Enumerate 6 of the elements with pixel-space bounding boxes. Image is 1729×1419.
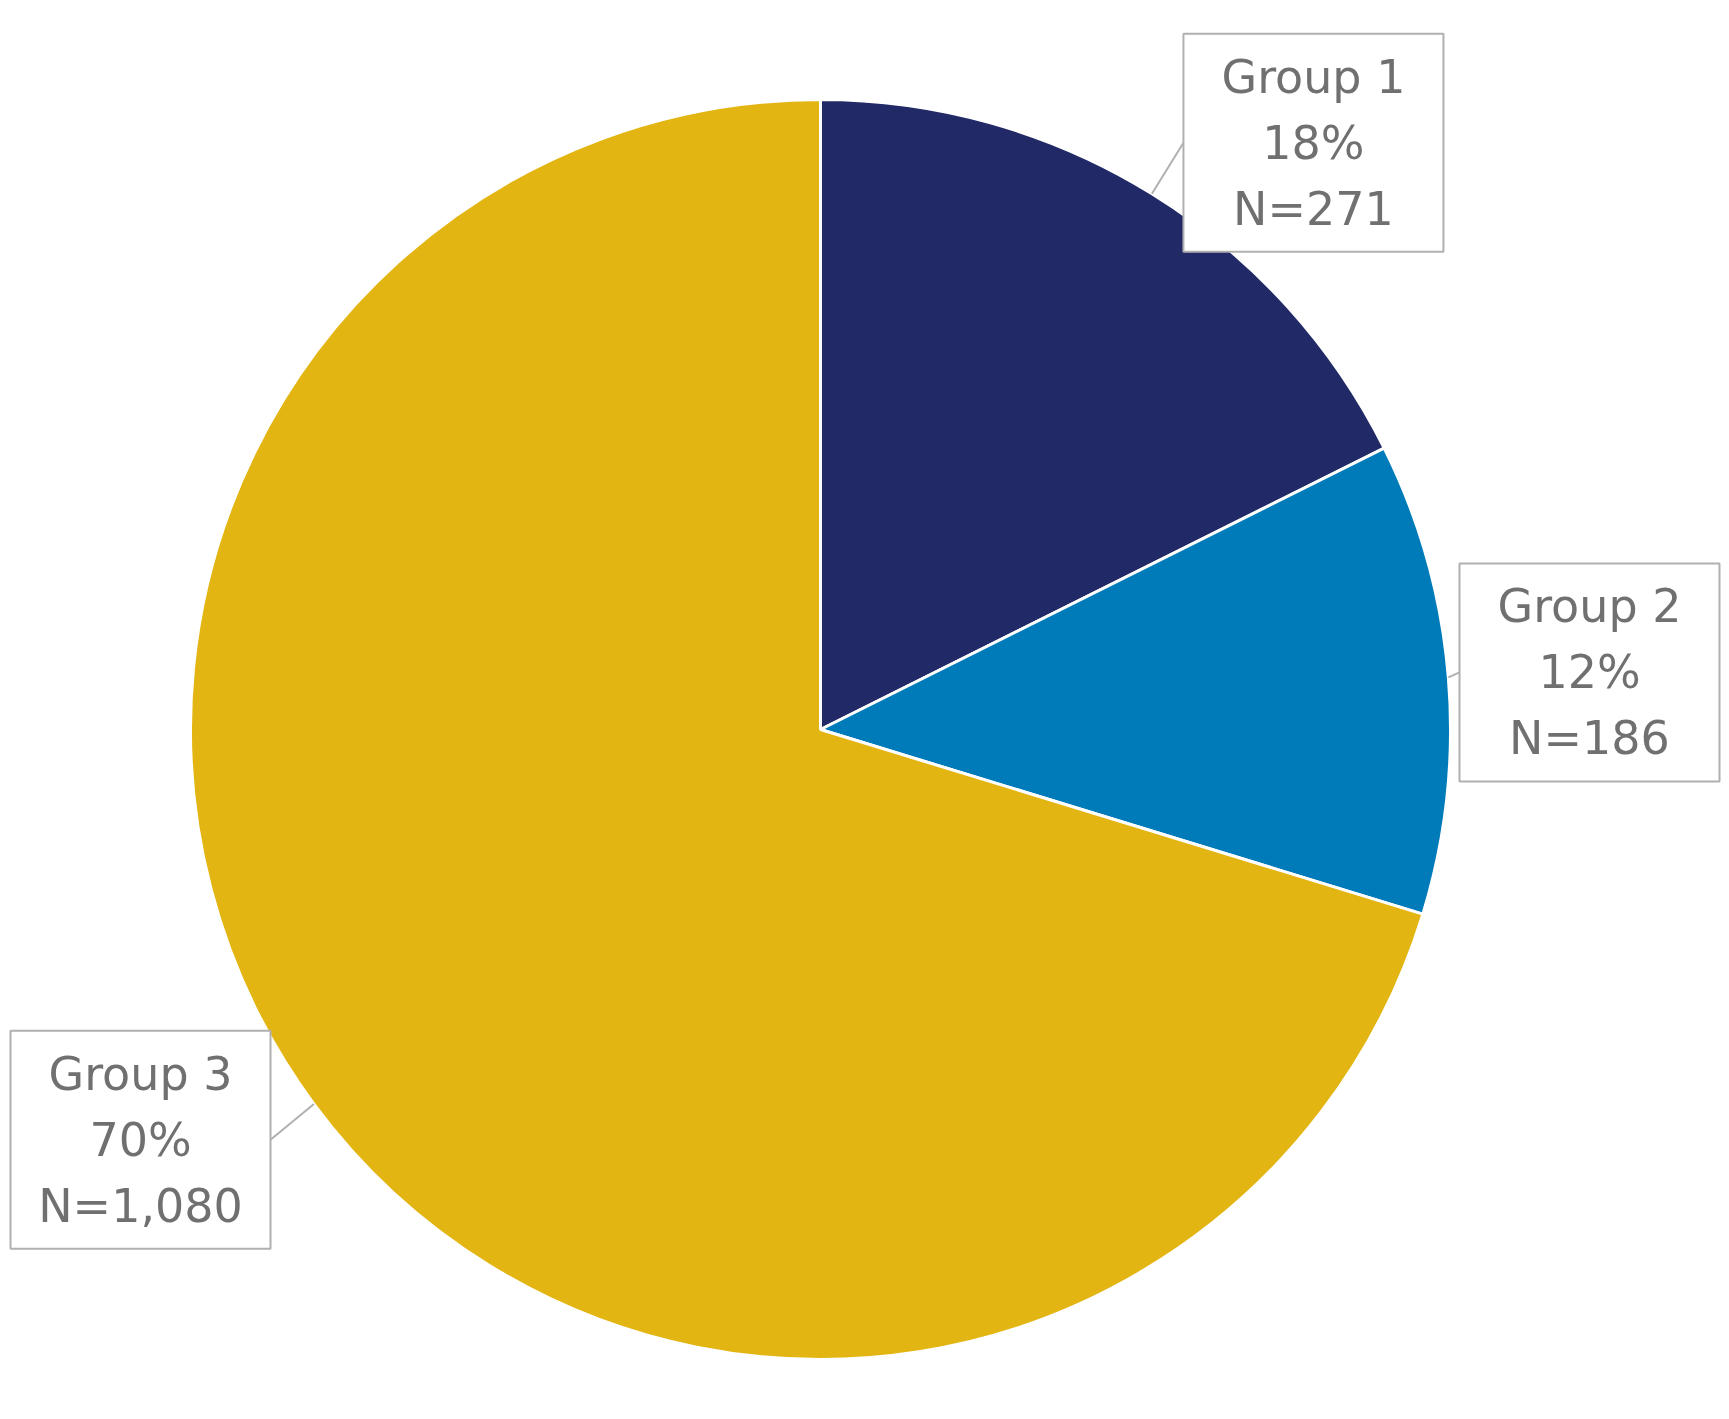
data-label: 18% N=271	[1233, 115, 1394, 236]
slice-label: Group 3	[48, 1046, 233, 1101]
slice-label: Group 2	[1497, 579, 1682, 634]
data-label: 12% N=186	[1509, 645, 1670, 766]
slice-label: Group 1	[1221, 49, 1406, 104]
data-label: 70% N=1,080	[38, 1112, 243, 1233]
